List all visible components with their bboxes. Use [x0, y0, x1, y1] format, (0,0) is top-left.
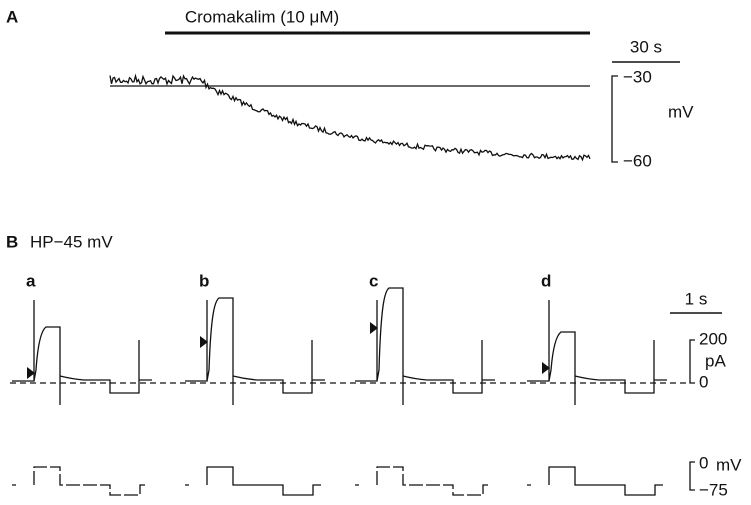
voltage-trace	[109, 73, 591, 162]
arrowhead	[370, 322, 378, 334]
panel-label: B	[6, 232, 18, 251]
scale-label: 200	[699, 329, 727, 348]
panel-label: A	[6, 7, 18, 26]
scale-label: −60	[623, 151, 652, 170]
sweep-label: b	[199, 271, 209, 290]
scale-label: −75	[699, 480, 728, 499]
scale-label: 0	[699, 372, 708, 391]
scale-unit: mV	[668, 102, 694, 121]
current-trace	[527, 300, 667, 405]
scale-label: 0	[699, 453, 708, 472]
voltage-trace	[355, 466, 491, 496]
current-trace	[355, 287, 495, 405]
drug-label: Cromakalim (10 μM)	[185, 7, 339, 26]
arrowhead	[27, 367, 35, 379]
time-scale-label: 30 s	[630, 37, 662, 56]
voltage-trace	[185, 466, 321, 496]
time-scale-label: 1 s	[685, 289, 708, 308]
holding-label: HP−45 mV	[30, 232, 113, 251]
voltage-trace	[527, 466, 663, 496]
arrowhead	[200, 336, 208, 348]
current-trace	[185, 297, 325, 405]
arrowhead	[542, 362, 550, 374]
voltage-scale-bar	[689, 461, 695, 491]
current-scale-bar	[689, 339, 695, 384]
voltage-scale-bar	[611, 75, 618, 163]
scale-label: −30	[623, 67, 652, 86]
sweep-label: a	[26, 271, 36, 290]
current-trace	[12, 300, 152, 405]
scale-unit: pA	[705, 351, 726, 370]
scale-unit: mV	[716, 455, 742, 474]
sweep-label: d	[541, 271, 551, 290]
sweep-label: c	[369, 271, 378, 290]
voltage-trace	[12, 466, 148, 496]
